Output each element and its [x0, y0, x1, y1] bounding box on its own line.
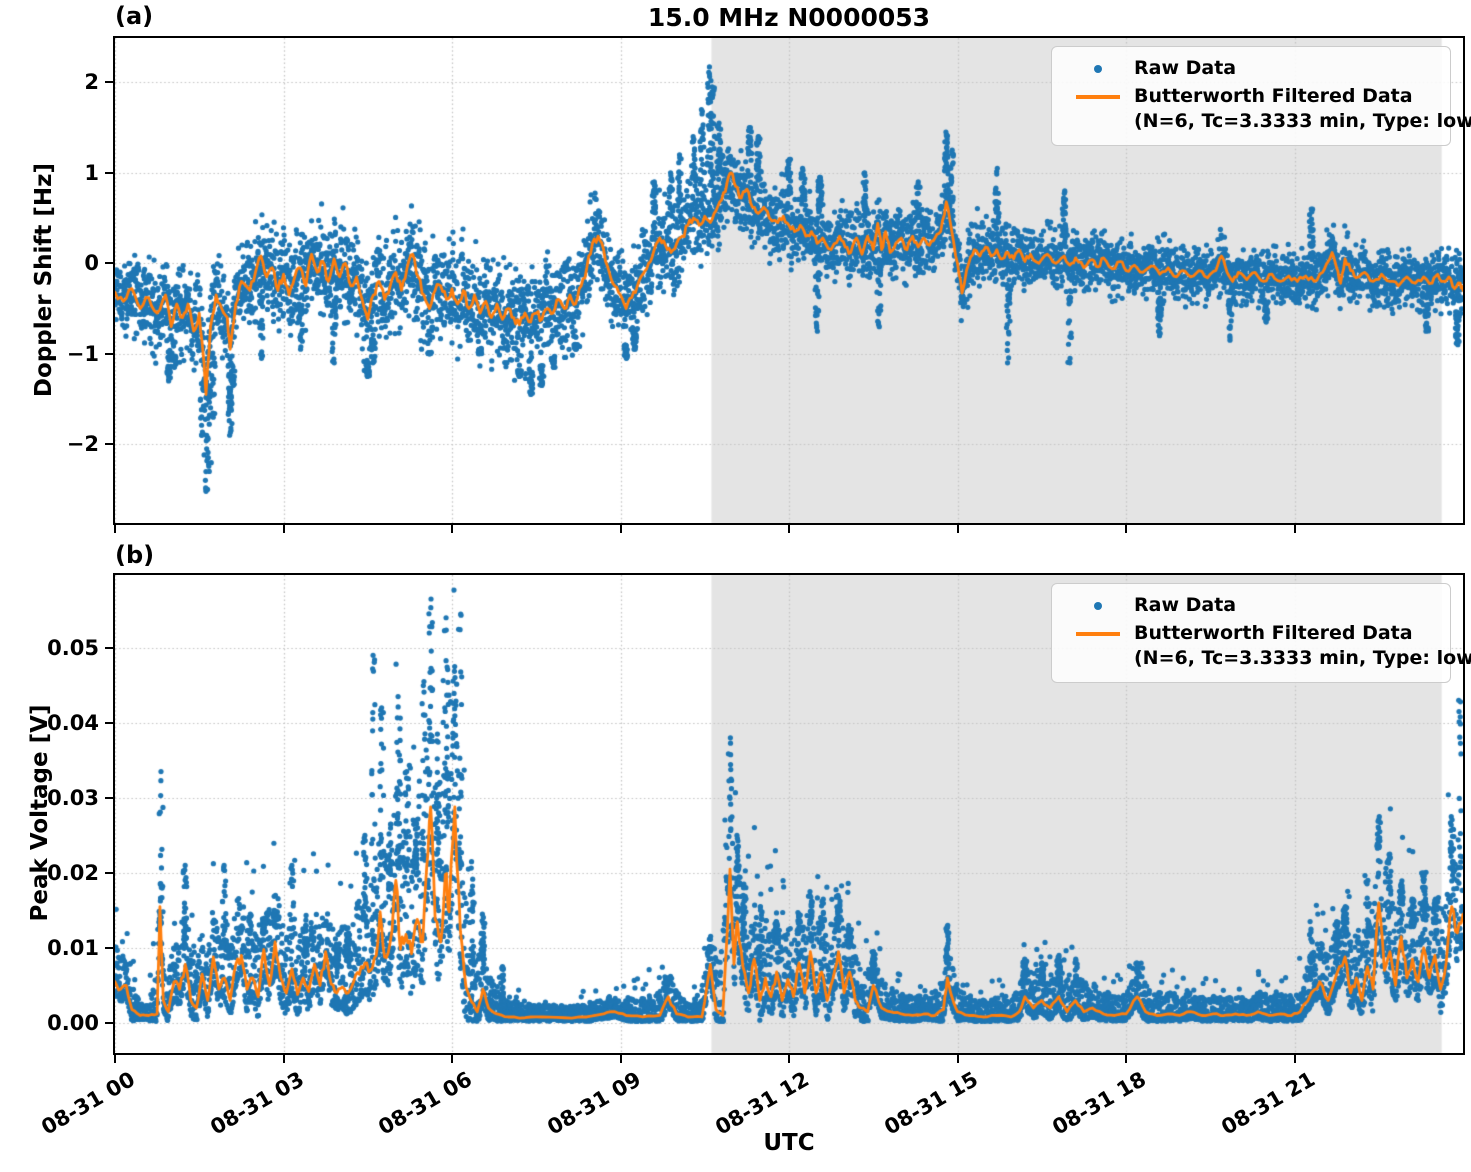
- y-tick-label: 0.05: [47, 635, 99, 660]
- legend-row-filtered: Butterworth Filtered Data (N=6, Tc=3.333…: [1062, 84, 1471, 134]
- legend-row-filtered: Butterworth Filtered Data (N=6, Tc=3.333…: [1062, 621, 1471, 671]
- filtered-line-marker-icon: [1076, 632, 1120, 636]
- legend-filtered-sublabel: (N=6, Tc=3.3333 min, Type: low): [1134, 647, 1471, 670]
- x-tick: [451, 1055, 453, 1063]
- panel-b-axes: Raw Data Butterworth Filtered Data (N=6,…: [113, 573, 1471, 1055]
- y-tick: [105, 946, 113, 949]
- x-tick: [282, 1055, 285, 1063]
- legend-row-raw: Raw Data: [1062, 56, 1440, 82]
- panel-b-label: (b): [115, 541, 155, 569]
- y-tick-label: 2: [84, 70, 99, 95]
- panel-a-legend: Raw Data Butterworth Filtered Data (N=6,…: [1051, 46, 1471, 147]
- x-tick: [788, 525, 790, 533]
- legend-row-raw: Raw Data: [1062, 593, 1440, 619]
- legend-filtered-label: Butterworth Filtered Data: [1134, 622, 1413, 644]
- x-tick: [1125, 525, 1127, 533]
- y-tick: [105, 171, 113, 174]
- x-tick: [1293, 525, 1296, 533]
- raw-data-marker-icon: [1094, 65, 1102, 73]
- y-tick-label: 0: [84, 251, 99, 276]
- y-tick: [105, 262, 113, 265]
- panel-a-y-axis-label: Doppler Shift [Hz]: [31, 162, 57, 398]
- x-tick: [451, 525, 453, 533]
- panel-b-legend: Raw Data Butterworth Filtered Data (N=6,…: [1051, 583, 1471, 684]
- legend-filtered-sublabel: (N=6, Tc=3.3333 min, Type: low): [1134, 110, 1471, 133]
- x-tick: [788, 1055, 790, 1063]
- x-tick: [114, 525, 116, 533]
- y-tick: [105, 1021, 113, 1024]
- y-tick-label: 1: [84, 160, 99, 185]
- panel-b-y-axis-label: Peak Voltage [V]: [27, 704, 53, 922]
- y-tick: [105, 721, 113, 724]
- y-tick-label: 0.01: [47, 935, 99, 960]
- y-tick: [105, 352, 113, 355]
- x-tick: [956, 1055, 959, 1063]
- y-tick-label: 0.04: [47, 710, 99, 735]
- raw-data-marker-icon: [1094, 602, 1102, 610]
- x-tick: [1293, 1055, 1296, 1063]
- x-tick: [1125, 1055, 1127, 1063]
- x-tick: [619, 525, 622, 533]
- y-tick: [105, 796, 113, 799]
- y-tick-label: 0.00: [47, 1010, 99, 1035]
- y-tick: [105, 443, 113, 446]
- y-tick: [105, 81, 113, 84]
- legend-raw-label: Raw Data: [1134, 57, 1237, 79]
- x-tick: [114, 1055, 116, 1063]
- y-tick: [105, 646, 113, 649]
- x-tick: [282, 525, 285, 533]
- panel-a-label: (a): [115, 2, 154, 30]
- x-tick: [956, 525, 959, 533]
- y-tick-label: −2: [66, 432, 99, 457]
- x-axis-label: UTC: [763, 1130, 815, 1156]
- x-tick: [619, 1055, 622, 1063]
- filtered-line-marker-icon: [1076, 95, 1120, 99]
- y-tick-label: 0.02: [47, 860, 99, 885]
- legend-filtered-label: Butterworth Filtered Data: [1134, 85, 1413, 107]
- legend-raw-label: Raw Data: [1134, 594, 1237, 616]
- panel-a-axes: Raw Data Butterworth Filtered Data (N=6,…: [113, 36, 1471, 525]
- y-tick-label: 0.03: [47, 785, 99, 810]
- y-tick-label: −1: [66, 341, 99, 366]
- figure-title: 15.0 MHz N0000053: [647, 3, 931, 32]
- y-tick: [105, 871, 113, 874]
